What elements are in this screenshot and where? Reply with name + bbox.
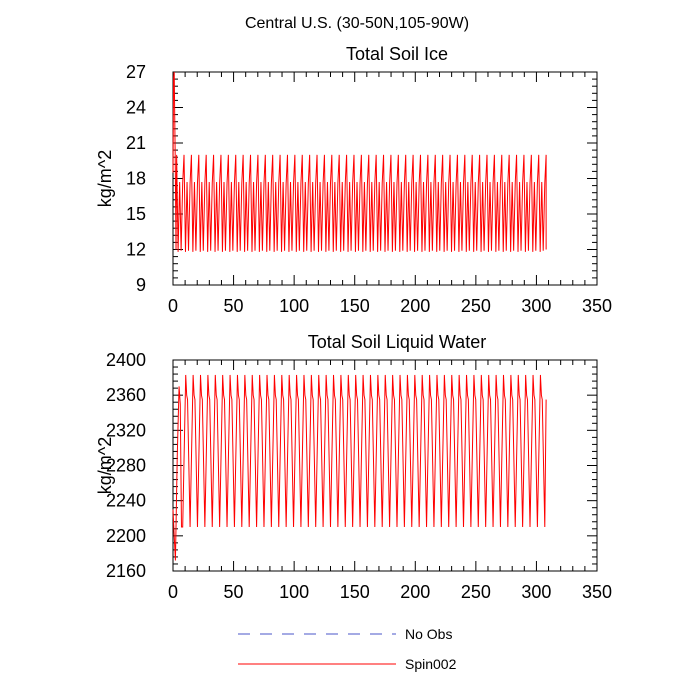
- y-tick-label: 2240: [106, 491, 146, 511]
- x-tick-label: 300: [521, 582, 551, 602]
- y-tick-label: 15: [126, 204, 146, 224]
- figure-title: Central U.S. (30-50N,105-90W): [245, 15, 469, 32]
- x-tick-label: 100: [279, 296, 309, 316]
- y-tick-label: 2200: [106, 526, 146, 546]
- x-tick-label: 200: [400, 296, 430, 316]
- chart-panel-2: Total Soil Liquid Water kg/m^2 0 50 100 150 20…: [95, 332, 612, 602]
- x-tick-label: 250: [461, 296, 491, 316]
- series-line-spin002: [172, 71, 547, 252]
- y-tick-label: 21: [126, 133, 146, 153]
- x-tick-label: 250: [461, 582, 491, 602]
- legend: No Obs Spin002: [238, 626, 457, 672]
- x-tick-label: 50: [224, 582, 244, 602]
- y-tick-label: 2280: [106, 456, 146, 476]
- x-tick-label: 50: [224, 296, 244, 316]
- y-tick-label: 2160: [106, 561, 146, 581]
- y-tick-label: 24: [126, 98, 146, 118]
- y-tick-label: 12: [126, 240, 146, 260]
- y-axis-label: kg/m^2: [95, 437, 115, 494]
- legend-entry: No Obs: [238, 626, 452, 642]
- x-tick-label: 150: [340, 296, 370, 316]
- y-tick-label: 27: [126, 62, 146, 82]
- y-tick-label: 2400: [106, 350, 146, 370]
- x-tick-label: 0: [168, 582, 178, 602]
- chart-title: Total Soil Ice: [346, 44, 448, 64]
- legend-entry: Spin002: [238, 656, 457, 672]
- x-tick-label: 0: [168, 296, 178, 316]
- chart-title: Total Soil Liquid Water: [308, 332, 486, 352]
- y-tick-label: 9: [136, 275, 146, 295]
- chart-panel-1: Total Soil Ice kg/m^2 0 50 100 150 200 250 300 35…: [95, 44, 612, 316]
- y-axis-label: kg/m^2: [95, 150, 115, 207]
- y-tick-label: 2360: [106, 385, 146, 405]
- y-tick-label: 18: [126, 169, 146, 189]
- x-tick-label: 200: [400, 582, 430, 602]
- x-tick-label: 350: [582, 582, 612, 602]
- series-line-spin002: [172, 374, 547, 561]
- x-tick-label: 100: [279, 582, 309, 602]
- legend-label: No Obs: [405, 626, 452, 642]
- y-tick-label: 2320: [106, 420, 146, 440]
- legend-label: Spin002: [405, 656, 457, 672]
- x-tick-label: 150: [340, 582, 370, 602]
- x-tick-label: 300: [521, 296, 551, 316]
- x-tick-label: 350: [582, 296, 612, 316]
